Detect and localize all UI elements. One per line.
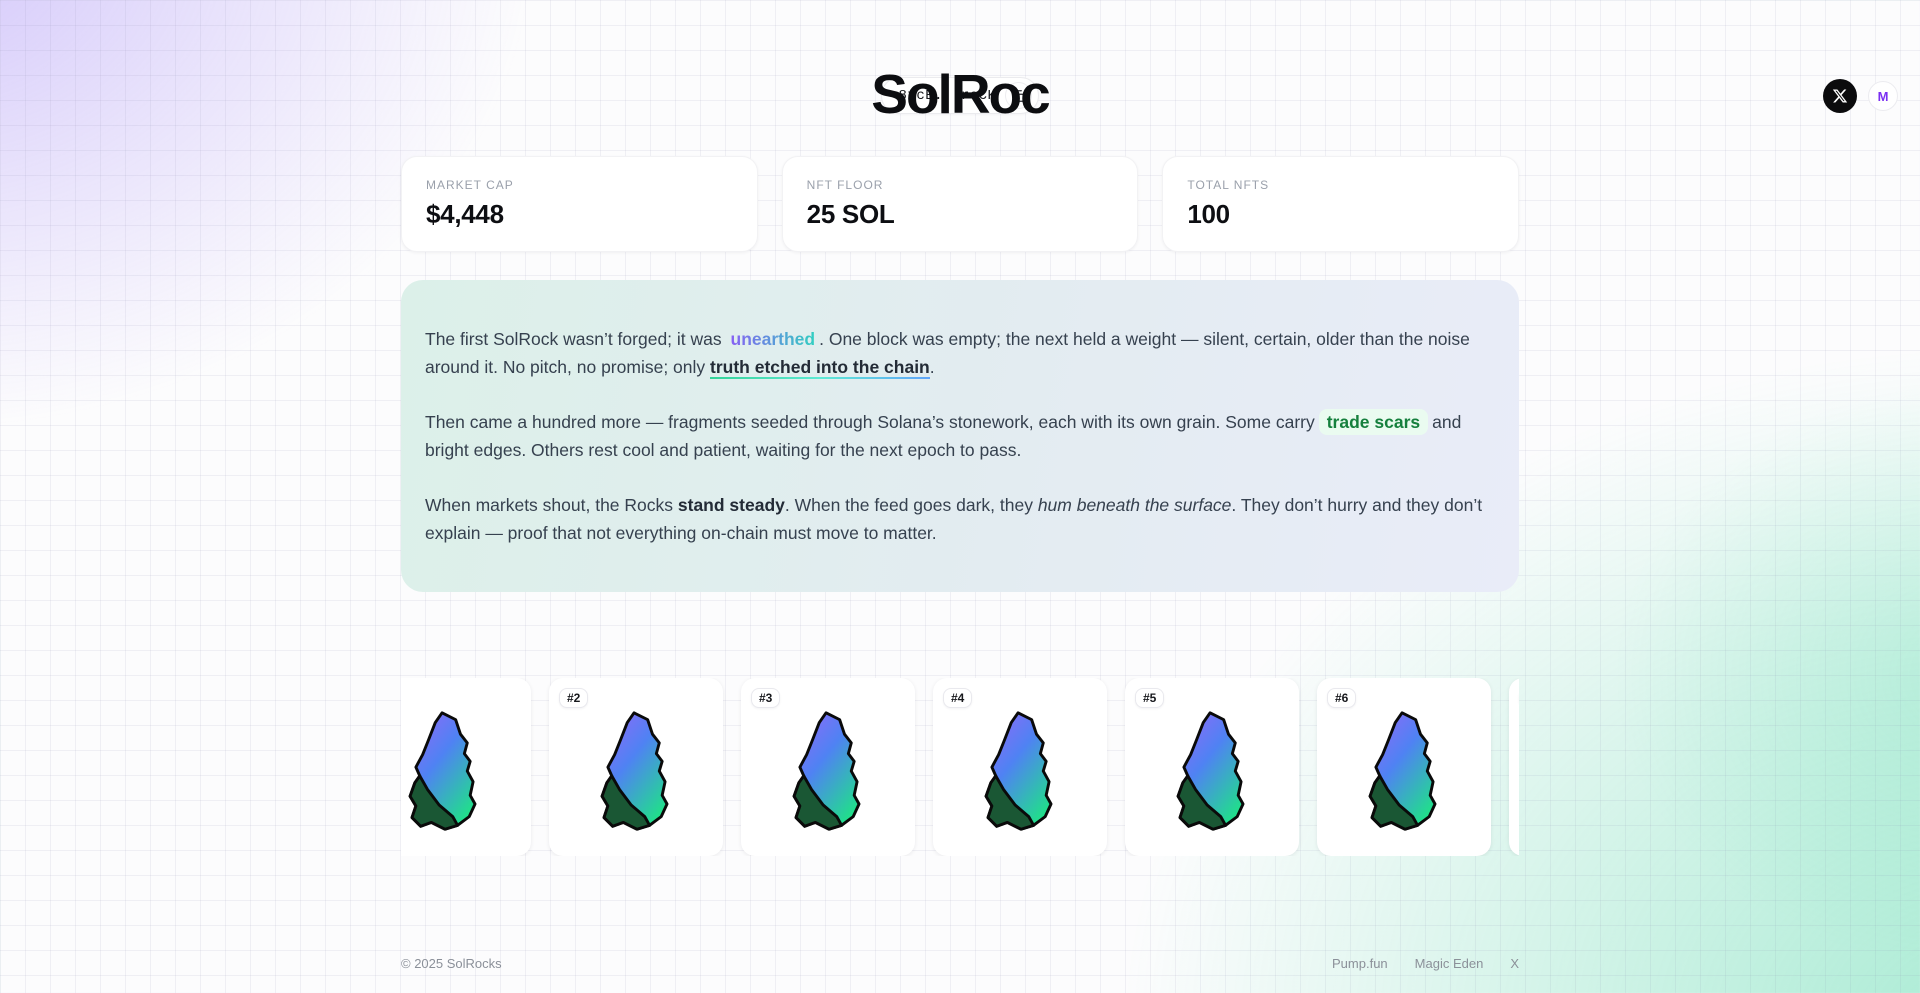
stat-card-nft-floor: NFT FLOOR 25 SOL [781,155,1139,252]
story-highlight-trade-scars: trade scars [1318,408,1429,435]
story-underline-truth: truth etched into the chain [710,356,930,379]
rock-image [600,710,669,831]
nft-badge: #4 [943,687,973,708]
stat-value: $4,448 [426,198,504,229]
footer-link-magic-eden[interactable]: Magic Eden [1414,955,1484,971]
nft-badge: #6 [1327,687,1357,708]
story-text: and bright edges. Others rest cool and p… [425,411,1462,460]
nft-card[interactable]: #5 [1125,677,1299,856]
x-social-button[interactable] [1823,79,1857,113]
page-title: SolRoc [871,63,1050,125]
story-text: . One block was empty; the next held a w… [425,328,1470,377]
nft-carousel-track: #1 #2 #3 #4 #5 #6 [401,677,1519,856]
stat-label: NFT FLOOR [806,177,884,192]
top-bar: 8fcE...roCK [0,77,1920,114]
stat-label: TOTAL NFTS [1187,177,1270,192]
nft-badge: #3 [751,687,781,708]
story-paragraph-3: When markets shout, the Rocks stand stea… [425,491,1495,547]
story-text: The first SolRock wasn’t forged; it was [425,328,727,349]
main-content: SolRoc MARKET CAP $4,448 NFT FLOOR 25 SO… [401,63,1519,971]
x-logo-icon [1832,89,1848,103]
stat-label: MARKET CAP [426,177,514,192]
footer: © 2025 SolRocks Pump.fun Magic Eden X [401,956,1519,971]
nft-card[interactable]: #4 [933,677,1107,856]
contract-address-pill: 8fcE...roCK [880,77,1040,114]
social-buttons: M [1823,79,1898,113]
rock-image [984,710,1053,831]
nft-card[interactable]: #2 [549,677,723,856]
stats-row: MARKET CAP $4,448 NFT FLOOR 25 SOL TOTAL… [401,155,1519,252]
magic-eden-button[interactable]: M [1868,81,1898,111]
nft-badge: #2 [559,687,589,708]
story-text: . [929,356,935,377]
story-bold-stand-steady: stand steady [677,494,785,515]
story-paragraph-1: The first SolRock wasn’t forged; it was … [425,325,1495,381]
stat-value: 100 [1187,198,1230,229]
stat-value: 25 SOL [806,198,895,229]
copy-address-button[interactable] [1005,82,1033,109]
story-highlight-unearthed: unearthed [727,329,820,349]
nft-card[interactable]: #7 [1509,677,1519,856]
copy-icon [1014,89,1025,102]
nft-carousel[interactable]: #1 #2 #3 #4 #5 #6 [401,677,1519,856]
nft-card[interactable]: #6 [1317,677,1491,856]
rock-image [792,710,861,831]
magic-eden-icon: M [1877,88,1889,104]
contract-address: 8fcE...roCK [898,87,997,104]
story-text: . They don’t hurry and they don’t explai… [425,494,1483,543]
story-text: When markets shout, the Rocks [425,494,678,515]
footer-link-pumpfun[interactable]: Pump.fun [1332,955,1388,971]
footer-links: Pump.fun Magic Eden X [1332,956,1519,971]
footer-link-x[interactable]: X [1510,955,1519,971]
story-italic-hum: hum beneath the surface [1037,494,1232,515]
story-text: Then came a hundred more — fragments see… [425,411,1315,432]
nft-badge: #5 [1135,687,1165,708]
rock-image [1368,710,1437,831]
rock-image [408,710,477,831]
stat-card-market-cap: MARKET CAP $4,448 [401,155,758,252]
story-paragraph-2: Then came a hundred more — fragments see… [425,408,1495,464]
story-text: . When the feed goes dark, they [784,494,1038,515]
nft-card[interactable]: #3 [741,677,915,856]
nft-card[interactable]: #1 [401,677,531,856]
stat-card-total-nfts: TOTAL NFTS 100 [1162,155,1519,252]
copyright-text: © 2025 SolRocks [401,955,502,971]
story-card: The first SolRock wasn’t forged; it was … [401,279,1519,592]
rock-image [1176,710,1245,831]
